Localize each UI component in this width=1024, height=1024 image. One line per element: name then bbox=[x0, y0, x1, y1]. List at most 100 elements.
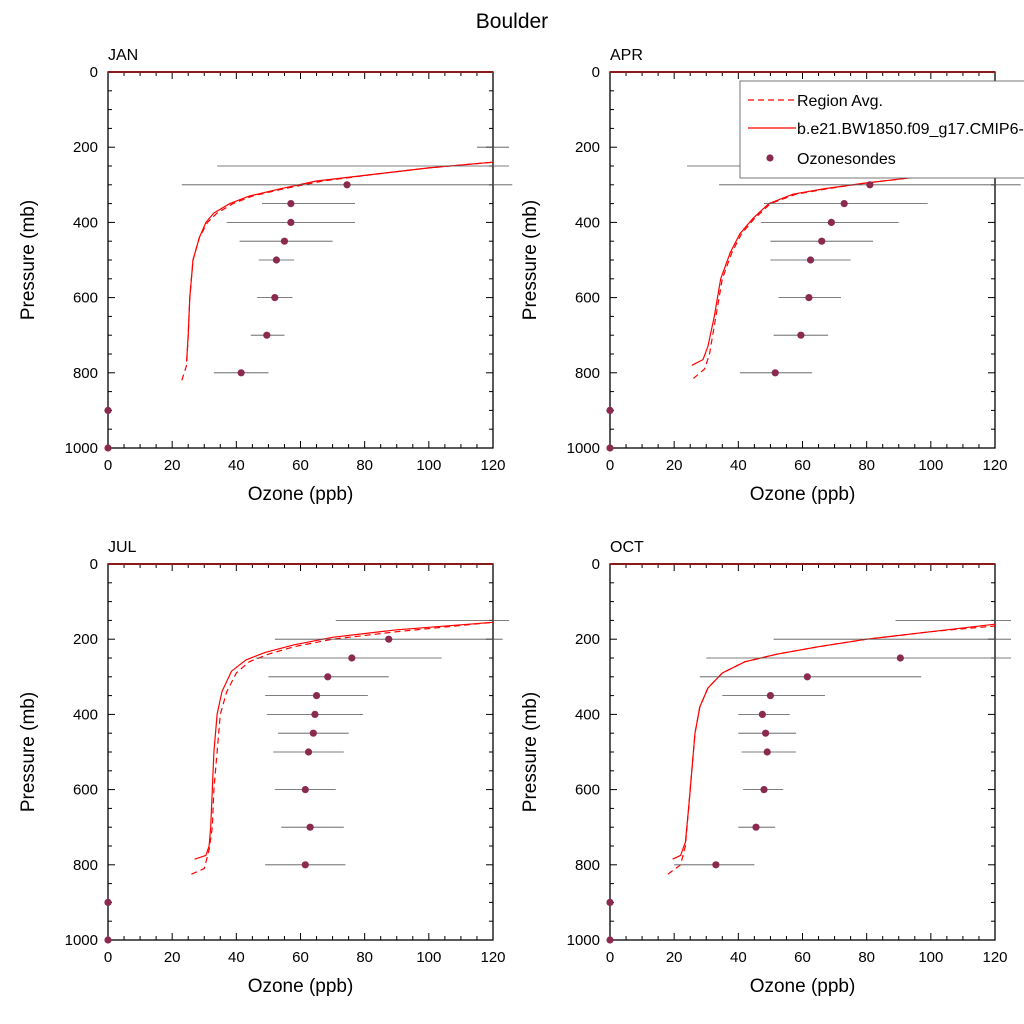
ozonesonde-point bbox=[343, 181, 351, 189]
x-tick-label: 60 bbox=[794, 457, 811, 474]
x-tick-label: 100 bbox=[416, 949, 441, 966]
plot-area bbox=[181, 161, 493, 381]
ozonesonde-point bbox=[827, 218, 835, 226]
legend-region-label: Region Avg. bbox=[797, 93, 883, 110]
y-axis-title: Pressure (mb) bbox=[520, 200, 541, 320]
x-tick-label: 0 bbox=[606, 457, 614, 474]
ozonesonde-point bbox=[803, 673, 811, 681]
model-line bbox=[691, 165, 995, 366]
ozonesonde-point bbox=[301, 861, 309, 869]
ozonesonde-point bbox=[237, 369, 245, 377]
x-tick-label: 100 bbox=[918, 949, 943, 966]
legend: Region Avg. b.e21.BW1850.f09_g17.CMIP6-pi… bbox=[739, 80, 1024, 179]
x-tick-label: 120 bbox=[982, 457, 1007, 474]
x-axis-title: Ozone (ppb) bbox=[248, 484, 354, 505]
x-tick-label: 100 bbox=[416, 457, 441, 474]
ozonesonde-point bbox=[280, 237, 289, 245]
ozonesonde-point bbox=[263, 331, 271, 339]
x-tick-label: 40 bbox=[228, 949, 245, 966]
ozonesonde-point bbox=[104, 444, 112, 452]
region-avg-line bbox=[191, 621, 493, 875]
x-tick-label: 20 bbox=[666, 949, 683, 966]
x-tick-label: 40 bbox=[730, 949, 747, 966]
y-tick-label: 200 bbox=[73, 139, 98, 156]
x-tick-label: 20 bbox=[666, 457, 683, 474]
model-line bbox=[672, 623, 995, 860]
ozonesonde-point bbox=[771, 369, 779, 377]
y-tick-label: 1000 bbox=[567, 440, 600, 457]
x-tick-label: 80 bbox=[858, 457, 875, 474]
y-tick-label: 600 bbox=[73, 782, 98, 799]
x-tick-label: 40 bbox=[228, 457, 245, 474]
x-tick-label: 80 bbox=[858, 949, 875, 966]
ozonesonde-point bbox=[309, 729, 317, 737]
panel-title: JUL bbox=[108, 539, 137, 556]
x-tick-label: 0 bbox=[606, 949, 614, 966]
x-tick-label: 120 bbox=[982, 949, 1007, 966]
legend-model-label: b.e21.BW1850.f09_g17.CMIP6-piControl.001 bbox=[797, 121, 1024, 138]
ozonesonde-point bbox=[301, 786, 309, 794]
ozonesonde-point bbox=[758, 710, 766, 719]
plot-overlay bbox=[104, 146, 513, 452]
y-tick-label: 1000 bbox=[567, 932, 600, 949]
y-tick-label: 600 bbox=[575, 290, 600, 307]
ozonesonde-point bbox=[385, 635, 393, 643]
x-axis-title: Ozone (ppb) bbox=[248, 976, 354, 997]
x-axis-title: Ozone (ppb) bbox=[750, 976, 856, 997]
model-line bbox=[186, 161, 493, 362]
y-tick-label: 0 bbox=[592, 556, 600, 573]
x-tick-label: 20 bbox=[164, 457, 181, 474]
ozonesonde-point bbox=[762, 729, 770, 737]
panel-apr: 0 20 40 60 80 100 120 0 200 400 600 800 1000 Ozone (p… bbox=[520, 47, 1024, 505]
ozonesonde-point bbox=[766, 692, 775, 700]
y-tick-label: 200 bbox=[575, 631, 600, 648]
legend-obs-label: Ozonesondes bbox=[797, 151, 896, 168]
x-tick-label: 60 bbox=[292, 949, 309, 966]
figure-title: Boulder bbox=[476, 10, 548, 33]
y-tick-label: 600 bbox=[575, 782, 600, 799]
x-tick-label: 80 bbox=[356, 949, 373, 966]
ozonesonde-point bbox=[818, 237, 826, 245]
ozonesonde-point bbox=[866, 181, 874, 189]
x-tick-label: 0 bbox=[104, 457, 112, 474]
y-tick-label: 0 bbox=[90, 556, 98, 573]
y-tick-label: 800 bbox=[575, 857, 600, 874]
y-tick-label: 1000 bbox=[65, 440, 98, 457]
y-tick-label: 200 bbox=[73, 631, 98, 648]
y-tick-label: 0 bbox=[90, 64, 98, 81]
ozonesonde-point bbox=[306, 823, 314, 831]
y-tick-label: 400 bbox=[575, 214, 600, 231]
y-axis-title: Pressure (mb) bbox=[520, 692, 541, 812]
ozonesonde-point bbox=[606, 898, 614, 907]
y-tick-label: 0 bbox=[592, 64, 600, 81]
ozonesonde-point bbox=[752, 823, 760, 831]
ozonesonde-point bbox=[271, 294, 279, 302]
ozonesonde-point bbox=[304, 748, 313, 756]
y-tick-label: 600 bbox=[73, 290, 98, 307]
y-tick-label: 800 bbox=[73, 857, 98, 874]
ozonesonde-point bbox=[312, 692, 321, 700]
ozonesonde-point bbox=[760, 786, 768, 794]
panel-title: OCT bbox=[610, 539, 644, 556]
plot-area bbox=[191, 621, 493, 875]
plot-area bbox=[667, 623, 995, 875]
y-tick-label: 800 bbox=[575, 365, 600, 382]
y-axis-title: Pressure (mb) bbox=[18, 200, 39, 320]
ozonesonde-point bbox=[797, 331, 805, 339]
legend-box bbox=[739, 80, 1024, 179]
ozonesonde-point bbox=[272, 256, 281, 264]
ozonesonde-point bbox=[840, 200, 848, 208]
x-tick-label: 60 bbox=[292, 457, 309, 474]
ozonesonde-point bbox=[324, 673, 332, 681]
panel-jan: 0 20 40 60 80 100 120 0 200 400 600 800 1000 Ozone (p… bbox=[18, 47, 513, 505]
panel-oct: 0 20 40 60 80 100 120 0 200 400 600 800 1000 Ozone (p… bbox=[520, 539, 1012, 997]
region-avg-line bbox=[181, 161, 493, 381]
plot-overlay bbox=[606, 620, 1012, 944]
plot-frame bbox=[107, 71, 494, 449]
y-tick-label: 1000 bbox=[65, 932, 98, 949]
y-axis-title: Pressure (mb) bbox=[18, 692, 39, 812]
x-tick-label: 120 bbox=[480, 457, 505, 474]
x-tick-label: 80 bbox=[356, 457, 373, 474]
panel-jul: 0 20 40 60 80 100 120 0 200 400 600 800 1000 Ozone (p… bbox=[18, 539, 510, 997]
